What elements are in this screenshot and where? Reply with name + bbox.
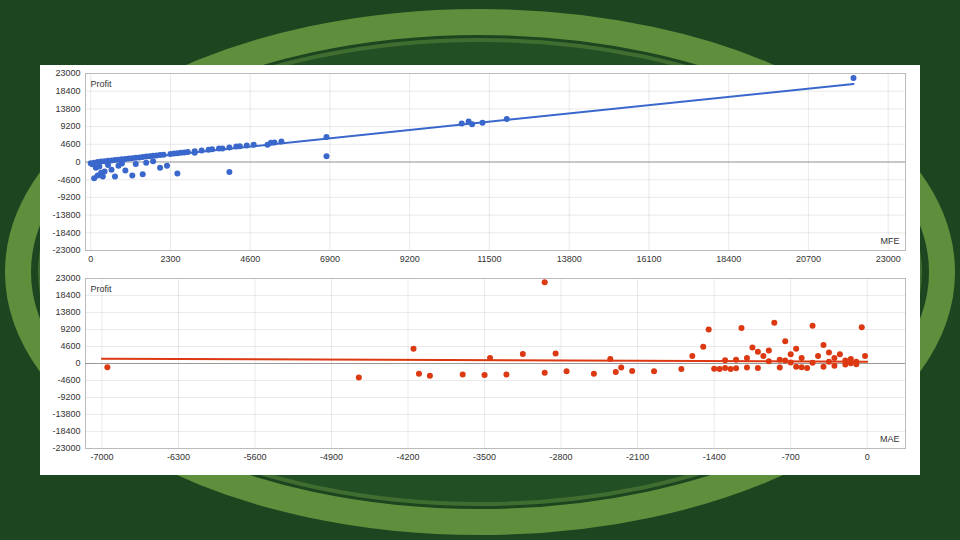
svg-text:13800: 13800 bbox=[55, 104, 80, 114]
svg-text:-3500: -3500 bbox=[473, 452, 496, 462]
svg-text:0: 0 bbox=[865, 452, 870, 462]
svg-text:18400: 18400 bbox=[55, 290, 80, 300]
svg-text:13800: 13800 bbox=[557, 254, 582, 264]
svg-text:9200: 9200 bbox=[60, 121, 80, 131]
svg-text:-4200: -4200 bbox=[397, 452, 420, 462]
svg-text:-2800: -2800 bbox=[550, 452, 573, 462]
svg-text:0: 0 bbox=[75, 358, 80, 368]
svg-text:-13800: -13800 bbox=[52, 210, 80, 220]
svg-text:-5600: -5600 bbox=[243, 452, 266, 462]
svg-text:4600: 4600 bbox=[60, 139, 80, 149]
svg-text:-2100: -2100 bbox=[626, 452, 649, 462]
svg-text:Profit: Profit bbox=[91, 79, 113, 89]
svg-text:23000: 23000 bbox=[55, 68, 80, 78]
svg-text:-700: -700 bbox=[782, 452, 800, 462]
svg-text:18400: 18400 bbox=[55, 86, 80, 96]
svg-text:0: 0 bbox=[88, 254, 93, 264]
svg-text:-4600: -4600 bbox=[57, 375, 80, 385]
svg-text:13800: 13800 bbox=[55, 307, 80, 317]
svg-text:11500: 11500 bbox=[477, 254, 501, 264]
svg-text:4600: 4600 bbox=[240, 254, 260, 264]
svg-text:-9200: -9200 bbox=[57, 392, 80, 402]
svg-text:MAE: MAE bbox=[880, 434, 900, 444]
svg-text:-18400: -18400 bbox=[52, 426, 80, 436]
svg-text:Profit: Profit bbox=[91, 284, 113, 294]
svg-text:16100: 16100 bbox=[636, 254, 661, 264]
svg-text:18400: 18400 bbox=[716, 254, 741, 264]
svg-text:6900: 6900 bbox=[320, 254, 340, 264]
svg-text:-13800: -13800 bbox=[52, 409, 80, 419]
svg-text:-7000: -7000 bbox=[90, 452, 113, 462]
svg-text:2300: 2300 bbox=[160, 254, 180, 264]
svg-text:-23000: -23000 bbox=[52, 443, 80, 453]
svg-text:0: 0 bbox=[75, 157, 80, 167]
svg-text:4600: 4600 bbox=[60, 341, 80, 351]
svg-text:MFE: MFE bbox=[881, 236, 900, 246]
svg-text:23000: 23000 bbox=[876, 254, 901, 264]
svg-text:20700: 20700 bbox=[796, 254, 821, 264]
svg-text:-9200: -9200 bbox=[57, 192, 80, 202]
svg-text:-23000: -23000 bbox=[52, 245, 80, 255]
svg-text:-18400: -18400 bbox=[52, 228, 80, 238]
svg-text:-4600: -4600 bbox=[57, 175, 80, 185]
svg-text:-6300: -6300 bbox=[167, 452, 190, 462]
svg-text:-4900: -4900 bbox=[320, 452, 343, 462]
svg-text:9200: 9200 bbox=[60, 324, 80, 334]
svg-text:23000: 23000 bbox=[55, 273, 80, 283]
svg-text:-1400: -1400 bbox=[703, 452, 726, 462]
svg-text:9200: 9200 bbox=[400, 254, 420, 264]
